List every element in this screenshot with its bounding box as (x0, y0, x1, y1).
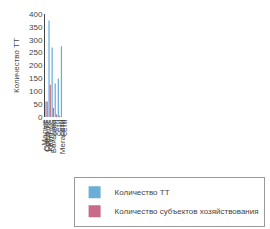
svg-text:250: 250 (29, 48, 43, 57)
svg-text:50: 50 (33, 100, 42, 109)
svg-text:Средниесети: Средниесети (43, 119, 62, 152)
svg-text:Количество субъектов хозяйство: Количество субъектов хозяйствования (115, 207, 259, 216)
svg-text:Количество ТТ: Количество ТТ (115, 188, 170, 197)
svg-text:Количество ТТ: Количество ТТ (12, 38, 21, 93)
svg-text:Большиесети: Большиесети (49, 119, 68, 153)
svg-text:350: 350 (29, 23, 43, 32)
svg-text:0: 0 (38, 113, 43, 122)
svg-text:100: 100 (29, 87, 43, 96)
svg-text:Малыесети: Малыесети (40, 119, 59, 146)
svg-text:200: 200 (29, 61, 43, 70)
svg-text:Одна ТТ: Одна ТТ (42, 119, 51, 151)
svg-text:300: 300 (29, 36, 43, 45)
svg-text:Мегасети: Мегасети (58, 120, 67, 155)
svg-text:150: 150 (29, 74, 43, 83)
svg-text:Крупныесети: Крупныесети (46, 119, 65, 152)
svg-text:400: 400 (29, 10, 43, 19)
